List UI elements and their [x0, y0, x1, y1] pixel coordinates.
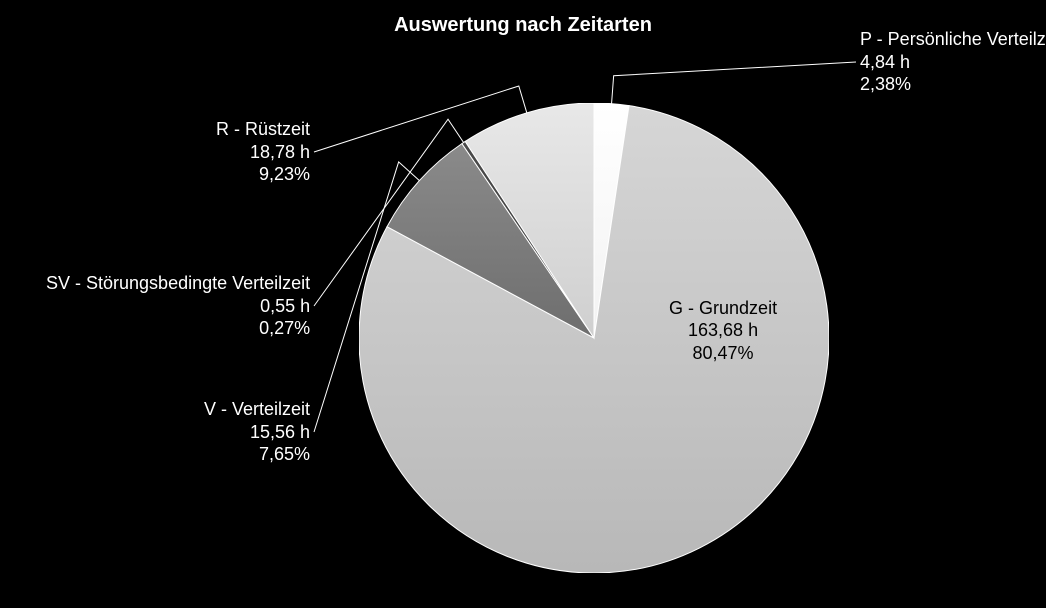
- chart-stage: { "chart": { "type": "pie", "title": "Au…: [0, 0, 1046, 608]
- slice-label-v: V - Verteilzeit15,56 h7,65%: [204, 398, 310, 466]
- slice-label-g: G - Grundzeit163,68 h80,47%: [669, 297, 777, 365]
- leader-p: [612, 62, 856, 104]
- slice-label-p: P - Persönliche Verteilzeit4,84 h2,38%: [860, 28, 1046, 96]
- slice-label-sv: SV - Störungsbedingte Verteilzeit0,55 h0…: [46, 272, 310, 340]
- slice-label-r: R - Rüstzeit18,78 h9,23%: [216, 118, 310, 186]
